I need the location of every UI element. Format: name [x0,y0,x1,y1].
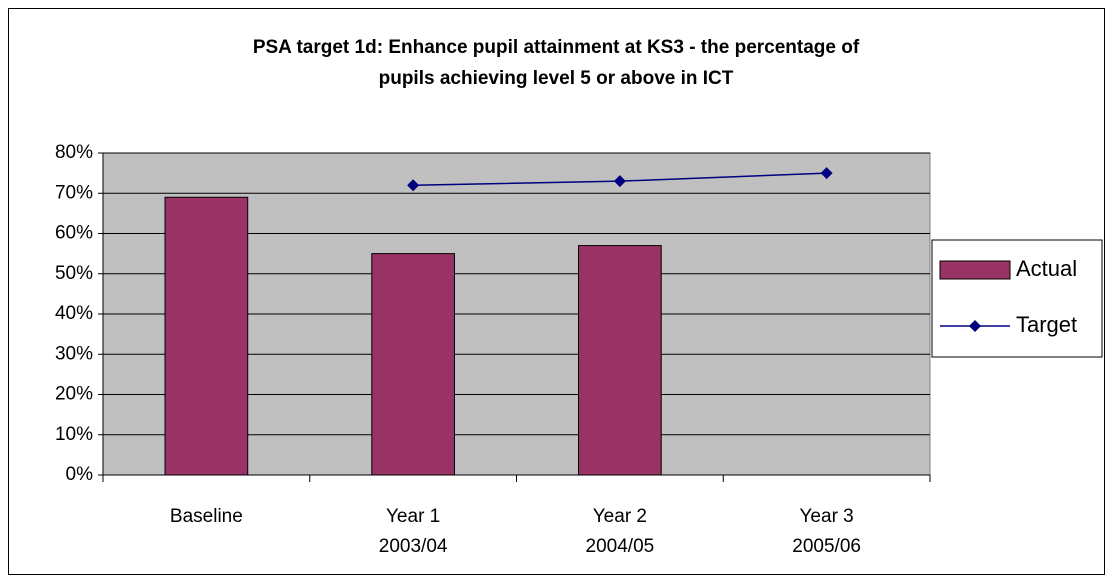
chart-title: PSA target 1d: Enhance pupil attainment … [253,37,860,58]
marker [613,175,626,188]
x-tick-label: 2005/06 [792,536,861,557]
legend [931,239,1103,358]
y-tick-label: 10% [55,424,93,445]
y-tick-label: 30% [55,343,93,364]
y-tick-label: 40% [55,303,93,324]
chart-title: pupils achieving level 5 or above in ICT [379,68,734,89]
legend-label: Target [1016,312,1077,337]
x-tick-label: 2004/05 [586,536,655,557]
y-tick-label: 0% [66,464,94,485]
x-tick-label: 2003/04 [379,536,448,557]
legend-swatch [939,260,1011,280]
legend-swatch [969,320,981,332]
y-tick-label: 70% [55,182,93,203]
y-tick-label: 80% [55,142,93,163]
legend-label: Actual [1016,256,1077,281]
y-tick-label: 50% [55,263,93,284]
marker [820,167,833,180]
x-tick-label: Year 2 [593,506,647,527]
marker [407,179,420,192]
y-tick-label: 20% [55,384,93,405]
bar [578,245,662,476]
x-tick-label: Year 3 [800,506,854,527]
bar [371,253,455,476]
x-tick-label: Baseline [170,506,243,527]
bar [164,196,249,476]
x-tick-label: Year 1 [386,506,440,527]
y-tick-label: 60% [55,223,93,244]
